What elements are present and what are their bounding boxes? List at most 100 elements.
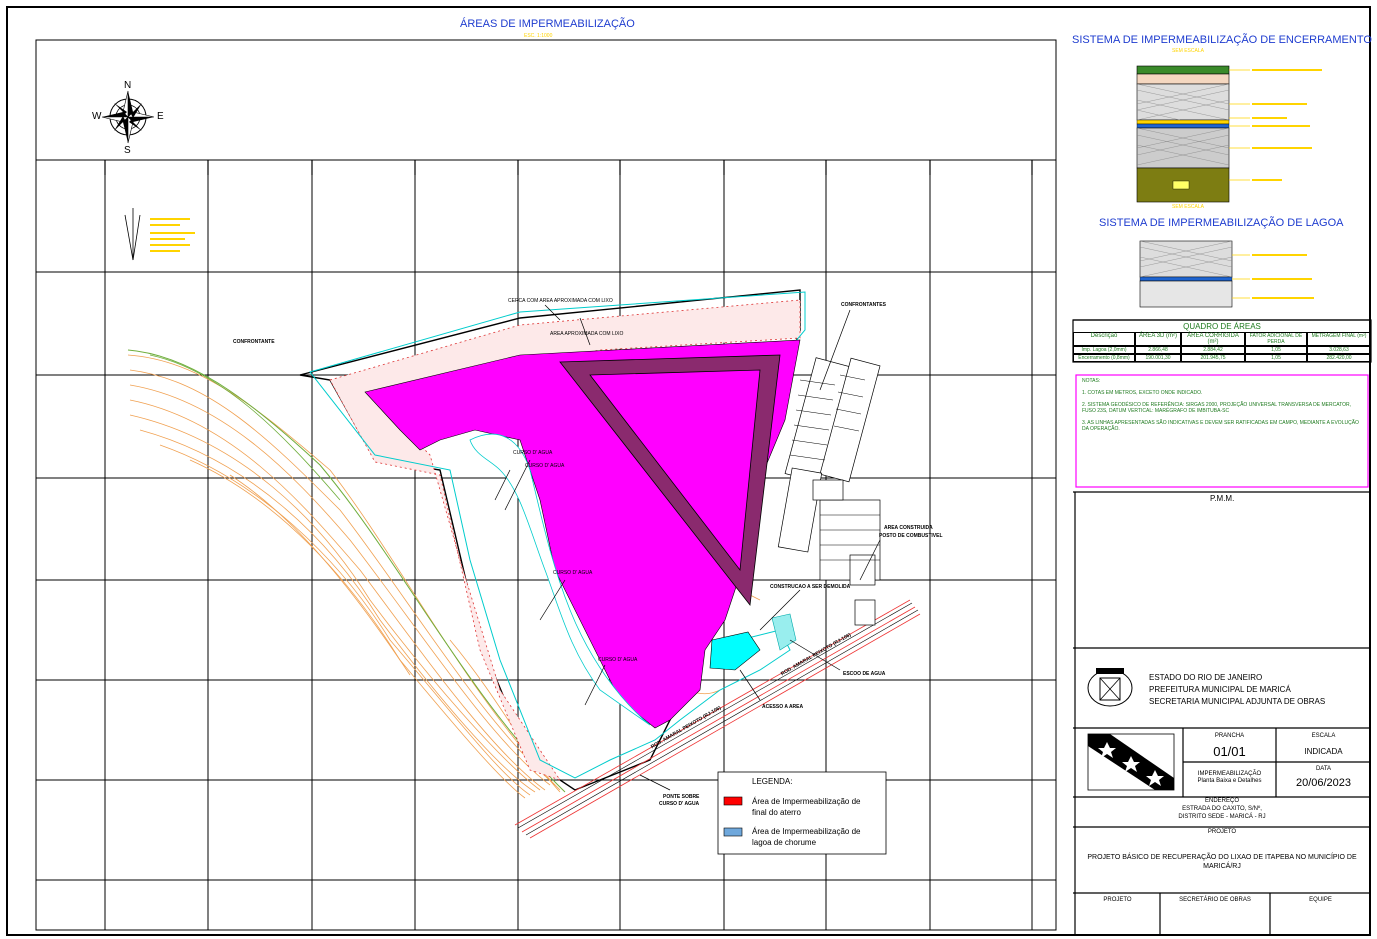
legend-swatch-blue — [723, 827, 743, 837]
right-panel-lines — [1072, 319, 1372, 936]
legend-item-1-line-1: Área de Impermeabilização de — [752, 797, 861, 806]
label-confrontante: CONFRONTANTE — [233, 339, 275, 345]
compass-n: N — [124, 80, 132, 91]
label-acesso: ACESSO A AREA — [762, 704, 804, 710]
lagoa-area — [709, 631, 761, 671]
label-construcao: CONSTRUCAO A SER DEMOLIDA — [770, 584, 851, 590]
quadro-row: Imp. Lagoa (2,0mm) 2.866,48 2.884,42 1,0… — [1073, 346, 1371, 354]
quadro-header-row: Descrição ÁREA 3D (m²) ÁREA CORRIGIDA (m… — [1073, 332, 1371, 346]
encerramento-subtitle: SEM ESCALA — [1172, 48, 1204, 54]
buildings — [777, 357, 881, 626]
footer-equipe: EQUIPE — [1309, 897, 1332, 903]
leader-lines — [494, 304, 881, 791]
lagoa-title: SISTEMA DE IMPERMEABILIZAÇÃO DE LAGOA — [1099, 217, 1344, 229]
quadro-cell: 190.001,30 — [1135, 354, 1181, 362]
label-confrontantes: CONFRONTANTES — [841, 302, 886, 308]
legend-box — [717, 771, 887, 855]
label-escoo: ESCOO DE AGUA — [843, 671, 886, 677]
encerramento-title: SISTEMA DE IMPERMEABILIZAÇÃO DE ENCERRAM… — [1072, 34, 1372, 46]
quadro-cell: 2.866,48 — [1135, 346, 1181, 354]
quadro-cell: 1,05 — [1245, 354, 1307, 362]
prefeitura-label: PREFEITURA MUNICIPAL DE MARICÁ — [1149, 685, 1291, 694]
legend-item-2-line-1: Área de Impermeabilização de — [752, 827, 861, 836]
dotted-buffer — [329, 299, 801, 781]
hatched-triangle — [559, 354, 781, 607]
maricá-flag-icon — [1087, 733, 1175, 791]
quadro-cell: Imp. Lagoa (2,0mm) — [1073, 346, 1135, 354]
label-ponte-2: CURSO D' AGUA — [659, 801, 700, 807]
water-course-cut — [469, 433, 651, 726]
green-contour-2 — [149, 354, 341, 501]
compass-e: E — [157, 111, 164, 122]
prancha-value: 01/01 — [1213, 744, 1246, 759]
prancha-label: PRANCHA — [1214, 733, 1245, 739]
outer-frame — [6, 6, 1371, 936]
quadro-table: Descrição ÁREA 3D (m²) ÁREA CORRIGIDA (m… — [1073, 332, 1371, 362]
label-curso-4: CURSO D' AGUA — [598, 657, 638, 663]
quadro-cell: 282.420,00 — [1307, 354, 1371, 362]
legend-title: LEGENDA: — [752, 777, 793, 786]
quadro-cell: Encerramento (0,8mm) — [1073, 354, 1135, 362]
label-ponte-1: PONTE SOBRE — [663, 794, 700, 800]
data-label: DATA — [1315, 766, 1332, 772]
endereco-label: ENDEREÇO — [1204, 798, 1239, 804]
legend-swatch-red — [723, 796, 743, 806]
escala-value: INDICADA — [1304, 747, 1343, 756]
encerramento-detail — [1136, 65, 1322, 203]
quadro-row: Encerramento (0,8mm) 190.001,30 201.945,… — [1073, 354, 1371, 362]
label-curso-1: CURSO D' AGUA — [513, 450, 553, 456]
pmm-label: P.M.M. — [1210, 494, 1235, 503]
road-border — [517, 602, 919, 836]
nota-3: 3. AS LINHAS APRESENTADAS SÃO INDICATIVA… — [1082, 420, 1359, 432]
quadro-header: ÁREA 3D (m²) — [1135, 332, 1181, 346]
data-value: 20/06/2023 — [1295, 777, 1352, 789]
nota-1: 1. COTAS EM METROS, EXCETO ONDE INDICADO… — [1082, 390, 1203, 396]
quadro-cell: 3.028,63 — [1307, 346, 1371, 354]
projeto-line-2: MARICÁ/RJ — [1203, 863, 1241, 870]
north-notes — [150, 218, 195, 252]
nota-2: 2. SISTEMA GEODÉSICO DE REFERÊNCIA: SIRG… — [1082, 402, 1352, 414]
legend-item-2-line-2: lagoa de chorume — [752, 838, 817, 847]
maricá-coat-of-arms-icon — [1087, 668, 1133, 707]
quadro-header: Descrição — [1073, 332, 1135, 346]
compass-s: S — [124, 145, 131, 156]
grid-ticks — [104, 160, 1033, 175]
drawing-frame — [35, 39, 1057, 931]
quadro-cell: 2.884,42 — [1181, 346, 1245, 354]
impermeabilizacao-label: IMPERMEABILIZAÇÃO — [1197, 771, 1262, 777]
quadro-cell: 201.945,75 — [1181, 354, 1245, 362]
projeto-label: PROJETO — [1207, 829, 1237, 835]
notas-title: NOTAS: — [1082, 378, 1101, 384]
encerramento-bottom: SEM ESCALA — [1172, 204, 1204, 210]
label-area-aprox: AREA APROXIMADA COM LIXO — [550, 331, 624, 337]
label-area-construida: AREA CONSTRUIDA — [884, 525, 933, 531]
compass-rose-icon — [101, 90, 155, 144]
quadro-title: QUADRO DE ÁREAS — [1183, 322, 1261, 331]
green-contour — [127, 349, 566, 793]
label-cerca: CERCA COM AREA APROXIMADA COM LIXO — [508, 298, 613, 304]
escala-label: ESCALA — [1311, 733, 1336, 739]
estado-label: ESTADO DO RIO DE JANEIRO — [1149, 673, 1263, 682]
planta-label: Planta Baixa e Detalhes — [1197, 778, 1262, 784]
label-curso-2: CURSO D' AGUA — [525, 463, 565, 469]
lagoa-detail — [1139, 240, 1314, 308]
north-arrow-icon — [124, 208, 141, 261]
quadro-header: METRAGEM FINAL (m²) — [1307, 332, 1371, 346]
quadro-cell: 1,05 — [1245, 346, 1307, 354]
secretaria-label: SECRETARIA MUNICIPAL ADJUNTA DE OBRAS — [1149, 697, 1326, 706]
road-lines — [514, 599, 921, 839]
label-curso-3: CURSO D' AGUA — [553, 570, 593, 576]
quadro-header: ÁREA CORRIGIDA (m²) — [1181, 332, 1245, 346]
endereco-line-2: DISTRITO SEDE - MARICÁ - RJ — [1178, 814, 1266, 820]
drawing-scale: ESC. 1:1000 — [524, 33, 553, 39]
drawing-title: ÁREAS DE IMPERMEABILIZAÇÃO — [460, 18, 635, 30]
lagoa-small — [771, 613, 797, 651]
footer-secretario: SECRETÁRIO DE OBRAS — [1179, 897, 1251, 903]
label-posto: POSTO DE COMBUSTIVEL — [879, 533, 943, 539]
quadro-header: FATOR ADICIONAL DE PERDA — [1245, 332, 1307, 346]
endereco-line-1: ESTRADA DO CAXITO, S/Nº, — [1182, 806, 1262, 812]
projeto-line-1: PROJETO BÁSICO DE RECUPERAÇÃO DO LIXAO D… — [1087, 854, 1357, 861]
legend-item-1-line-2: final do aterro — [752, 808, 801, 817]
